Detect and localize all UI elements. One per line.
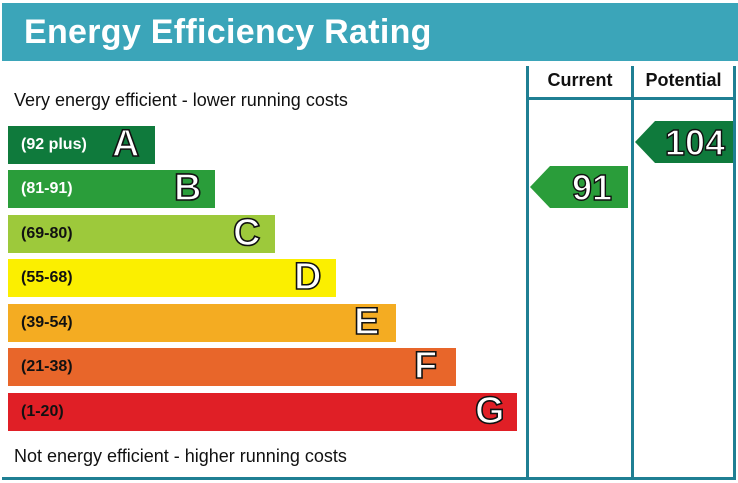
band-letter: E bbox=[353, 300, 380, 344]
band-b: (81-91) B bbox=[8, 166, 215, 210]
band-e: (39-54) E bbox=[8, 300, 396, 344]
band-d: (55-68) D bbox=[8, 255, 336, 299]
band-letter: B bbox=[173, 166, 202, 210]
divider-left bbox=[526, 66, 529, 480]
bottom-border bbox=[2, 477, 736, 480]
chart-title: Energy Efficiency Rating bbox=[24, 13, 432, 51]
arrow-shape-icon bbox=[635, 121, 733, 163]
band-range: (69-80) bbox=[21, 225, 73, 242]
potential-rating-arrow: 104 bbox=[635, 121, 733, 164]
potential-rating-value: 104 bbox=[664, 121, 725, 163]
band-range: (81-91) bbox=[21, 180, 73, 197]
current-rating-value: 91 bbox=[571, 166, 612, 208]
divider-right bbox=[733, 66, 736, 480]
band-letter: A bbox=[111, 122, 140, 166]
band-g: (1-20) G bbox=[8, 389, 517, 433]
current-rating-arrow: 91 bbox=[530, 166, 628, 209]
band-range: (55-68) bbox=[21, 269, 73, 286]
band-letter: C bbox=[232, 211, 261, 255]
title-bar: Energy Efficiency Rating bbox=[2, 3, 738, 61]
column-header-potential: Potential bbox=[645, 70, 722, 90]
caption-bottom: Not energy efficient - higher running co… bbox=[14, 446, 347, 466]
band-f: (21-38) F bbox=[8, 344, 456, 388]
caption-top: Very energy efficient - lower running co… bbox=[14, 90, 348, 110]
band-range: (21-38) bbox=[21, 358, 73, 375]
band-letter: G bbox=[474, 389, 505, 433]
arrow-shape-icon bbox=[530, 166, 628, 208]
band-letter: F bbox=[413, 344, 438, 388]
band-range: (92 plus) bbox=[21, 136, 87, 153]
band-letter: D bbox=[293, 255, 322, 299]
divider-mid bbox=[631, 66, 634, 480]
column-header-current: Current bbox=[547, 70, 613, 90]
band-c: (69-80) C bbox=[8, 211, 275, 255]
header-underline bbox=[526, 97, 736, 100]
band-a: (92 plus) A bbox=[8, 122, 155, 166]
band-range: (39-54) bbox=[21, 314, 73, 331]
band-range: (1-20) bbox=[21, 403, 64, 420]
